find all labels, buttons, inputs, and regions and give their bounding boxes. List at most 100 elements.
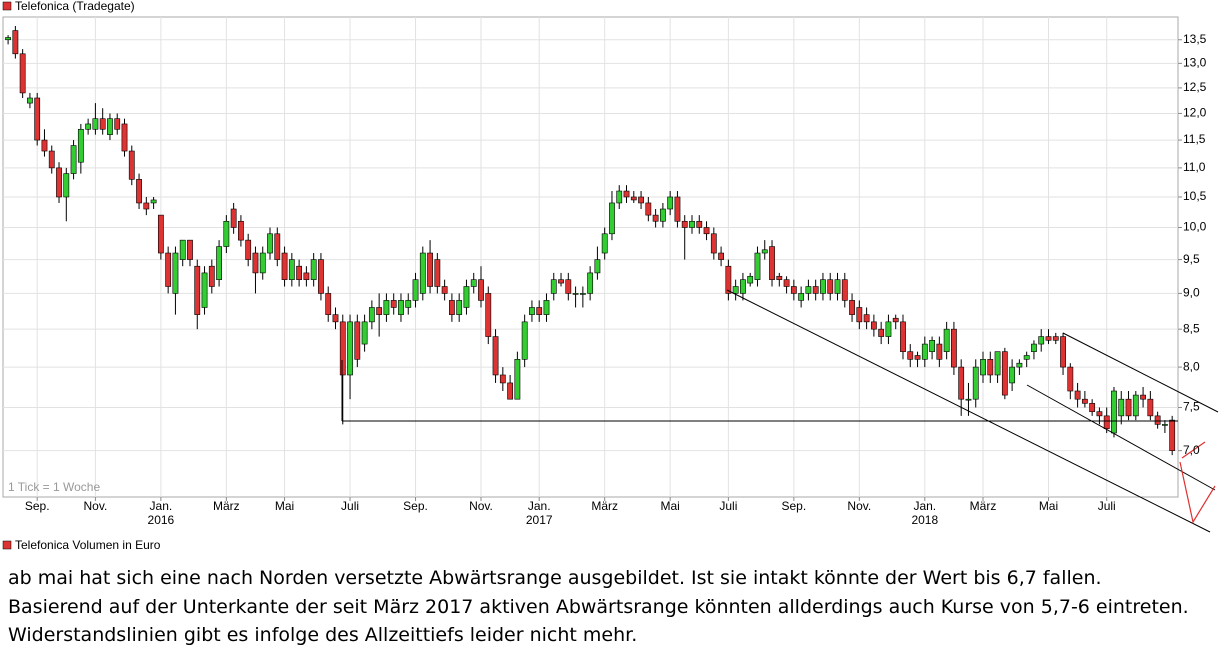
projection-line: [1181, 441, 1206, 459]
candle-body: [449, 300, 455, 315]
candle-body: [609, 202, 615, 235]
candle-body: [208, 265, 215, 287]
candle-body: [594, 259, 601, 274]
candle-body: [303, 272, 310, 280]
trend-lines: [341, 289, 1219, 533]
candle-body: [1016, 362, 1023, 368]
candle-body: [754, 252, 761, 280]
candle-body: [878, 328, 885, 337]
y-tick-label: 11,5: [1183, 132, 1206, 146]
candle-body: [914, 355, 921, 360]
candle-body: [99, 118, 106, 130]
candle-body: [1009, 366, 1016, 384]
x-tick-year: 2016: [148, 513, 175, 527]
y-tick-label: 12,0: [1183, 106, 1207, 120]
candle-body: [427, 252, 433, 287]
candle-body: [689, 220, 695, 228]
grid: [3, 17, 1178, 497]
candle-body: [383, 300, 390, 315]
candle-body: [419, 252, 426, 294]
candle-body: [499, 374, 506, 384]
candle-body: [1052, 336, 1059, 341]
y-tick-label: 11,0: [1183, 160, 1206, 174]
candle-body: [56, 167, 62, 198]
x-tick-label: Juli: [1098, 499, 1116, 513]
x-tick-label: Sep.: [782, 499, 807, 513]
candle-body: [63, 173, 70, 198]
candle-body: [485, 293, 492, 337]
candle-body: [434, 259, 441, 287]
candle-body: [1038, 336, 1045, 345]
candle-body: [325, 293, 332, 315]
candle-body: [165, 252, 172, 287]
candle-body: [761, 249, 768, 254]
projection: [1179, 441, 1216, 524]
candle-body: [114, 118, 121, 130]
candles: [5, 26, 1176, 456]
candle-body: [558, 279, 564, 284]
candle-body: [638, 196, 644, 204]
candle-body: [980, 359, 986, 376]
candle-body: [194, 265, 201, 315]
trend-line: [726, 289, 1211, 533]
candle-body: [783, 279, 790, 287]
candle-body: [514, 359, 521, 400]
candle-body: [1023, 355, 1030, 360]
candle-body: [805, 286, 812, 294]
comment-line: Basierend auf der Unterkante der seit Mä…: [8, 595, 1189, 618]
candle-body: [834, 279, 841, 294]
candle-body: [252, 252, 259, 274]
candle-body: [550, 279, 557, 294]
legend-label: Telefonica (Tradegate): [15, 0, 135, 13]
candle-body: [645, 202, 652, 216]
x-tick-label: Nov.: [847, 499, 871, 513]
y-tick-label: 7,0: [1183, 443, 1200, 457]
candle-body: [798, 293, 805, 301]
candle-body: [579, 293, 586, 295]
x-tick-label: März: [970, 499, 997, 513]
candle-body: [1125, 398, 1132, 417]
plot-area: [2, 16, 1179, 498]
candle-body: [718, 252, 724, 260]
legend-swatch: [2, 540, 12, 550]
x-tick-label: Sep.: [25, 499, 50, 513]
candle-body: [747, 275, 754, 284]
candle-body: [572, 293, 579, 295]
candle-body: [929, 340, 935, 352]
candle-body: [1081, 398, 1088, 404]
candle-body: [1096, 411, 1103, 417]
candle-body: [1147, 398, 1154, 417]
candle-body: [1118, 398, 1125, 417]
candle-body: [128, 150, 135, 180]
x-tick-label: Mai: [1039, 499, 1058, 513]
candle-body: [885, 321, 892, 337]
candle-body: [376, 307, 383, 315]
candle-body: [223, 220, 230, 247]
candle-body: [863, 314, 870, 323]
trend-line: [1062, 332, 1219, 413]
candle-body: [107, 118, 113, 135]
candle-body: [972, 366, 979, 400]
y-tick-label: 12,5: [1183, 80, 1207, 94]
candle-body: [936, 343, 943, 360]
candle-body: [296, 265, 303, 280]
candle-body: [274, 233, 281, 260]
candle-body: [310, 259, 317, 280]
candle-body: [616, 190, 623, 204]
candle-body: [907, 351, 914, 360]
x-tick-label: Jan.: [913, 499, 936, 513]
candle-body: [565, 279, 572, 294]
candle-body: [900, 321, 906, 352]
candle-body: [1074, 390, 1081, 400]
candle-body: [48, 150, 55, 169]
candle-body: [1089, 403, 1096, 412]
candle-body: [601, 233, 608, 254]
candle-body: [994, 351, 1001, 376]
candle-body: [34, 97, 41, 141]
y-tick-label: 13,5: [1183, 32, 1207, 46]
candle-body: [390, 300, 397, 308]
candle-body: [820, 279, 826, 294]
candle-body: [943, 328, 950, 352]
candle-body: [892, 317, 899, 323]
